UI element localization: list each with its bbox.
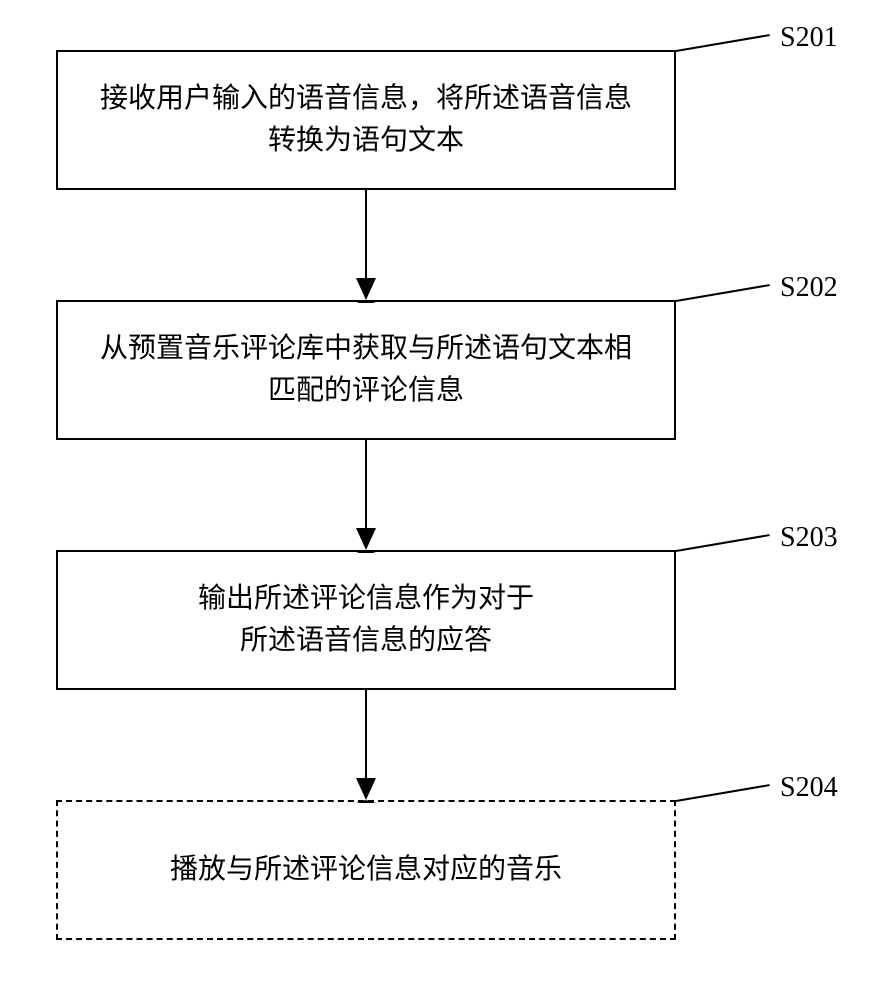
flow-node-s201: 接收用户输入的语音信息，将所述语音信息 转换为语句文本 (56, 50, 676, 190)
flow-node-s204: 播放与所述评论信息对应的音乐 (56, 800, 676, 940)
step-label-s202: S202 (780, 272, 838, 304)
flow-node-text: 输出所述评论信息作为对于 所述语音信息的应答 (198, 578, 534, 662)
flow-node-s203: 输出所述评论信息作为对于 所述语音信息的应答 (56, 550, 676, 690)
step-label-s204: S204 (780, 772, 838, 804)
callout-line (676, 34, 770, 52)
flowchart-canvas: { "diagram": { "type": "flowchart", "bac… (0, 0, 876, 1000)
callout-line (676, 534, 770, 552)
callout-line (676, 284, 770, 302)
step-label-s201: S201 (780, 22, 838, 54)
flow-node-s202: 从预置音乐评论库中获取与所述语句文本相 匹配的评论信息 (56, 300, 676, 440)
flow-node-text: 从预置音乐评论库中获取与所述语句文本相 匹配的评论信息 (100, 328, 632, 412)
flow-node-text: 播放与所述评论信息对应的音乐 (170, 849, 562, 891)
step-label-s203: S203 (780, 522, 838, 554)
callout-line (676, 784, 770, 802)
flow-node-text: 接收用户输入的语音信息，将所述语音信息 转换为语句文本 (100, 78, 632, 162)
